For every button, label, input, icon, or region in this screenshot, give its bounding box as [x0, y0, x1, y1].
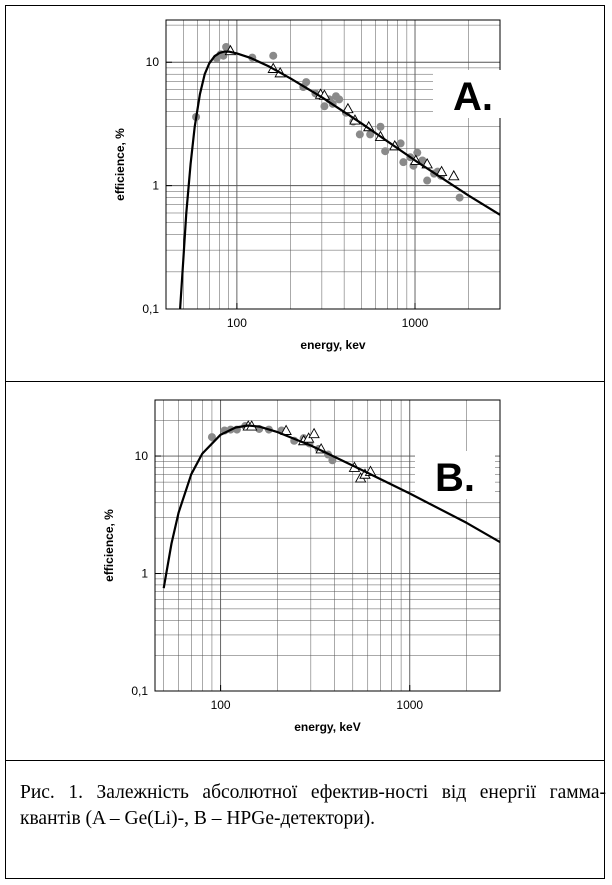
panel-divider-top	[5, 381, 605, 382]
circle-point	[376, 122, 385, 131]
fit-curve	[179, 50, 500, 309]
circle-point	[399, 158, 408, 167]
circle-point	[381, 147, 390, 156]
triangle-point	[447, 169, 460, 181]
panel-label-box: B.	[415, 451, 495, 500]
circle-point	[207, 433, 216, 442]
circle-point	[269, 51, 278, 60]
plot-area-frame	[165, 19, 501, 310]
panel-divider-bottom	[5, 760, 605, 761]
x-tick-label: 100	[227, 316, 247, 330]
plot-area-frame	[154, 399, 501, 692]
figure-caption: Рис. 1. Залежність абсолютної ефектив-но…	[20, 782, 606, 829]
chart-b: 100 1000 0,1 1 10 energy, keV efficience, % B.	[102, 399, 501, 734]
circle-point	[355, 130, 364, 139]
y-tick-label: 1	[152, 179, 159, 193]
x-tick-label: 1000	[396, 698, 423, 712]
x-axis-title: energy, kev	[300, 338, 365, 352]
circle-point	[335, 95, 344, 104]
x-axis-title: energy, keV	[294, 720, 360, 734]
circle-point	[328, 456, 337, 465]
triangle-point	[308, 427, 320, 439]
circle-point	[219, 51, 228, 60]
circle-point	[396, 139, 405, 148]
y-tick-label: 10	[146, 55, 160, 69]
data-points	[192, 42, 464, 202]
y-axis-title: efficience, %	[113, 128, 127, 201]
y-tick-label: 10	[135, 449, 149, 463]
data-points	[207, 420, 377, 483]
fit-curve	[162, 424, 500, 589]
grid	[166, 20, 500, 309]
y-tick-label: 0,1	[131, 684, 148, 698]
y-axis-title: efficience, %	[102, 509, 116, 582]
y-tick-label: 0,1	[142, 302, 159, 316]
circle-point	[455, 193, 464, 202]
grid	[155, 400, 500, 691]
circle-point	[423, 176, 432, 185]
chart-a: 100 1000 0,1 1 10 energy, kev efficience, % A.	[113, 19, 513, 352]
x-tick-label: 1000	[402, 316, 429, 330]
figure-frame	[5, 5, 605, 879]
circle-point	[413, 148, 422, 157]
circle-point	[418, 156, 427, 165]
circle-point	[366, 130, 375, 139]
y-tick-label: 1	[141, 567, 148, 581]
circle-point	[320, 102, 329, 111]
panel-label-box: A.	[433, 70, 513, 119]
triangle-point	[342, 102, 354, 114]
panel-label: A.	[453, 75, 493, 119]
panel-label: B.	[435, 456, 475, 500]
x-tick-label: 100	[211, 698, 231, 712]
circle-point	[302, 78, 311, 87]
triangle-point	[435, 165, 448, 177]
